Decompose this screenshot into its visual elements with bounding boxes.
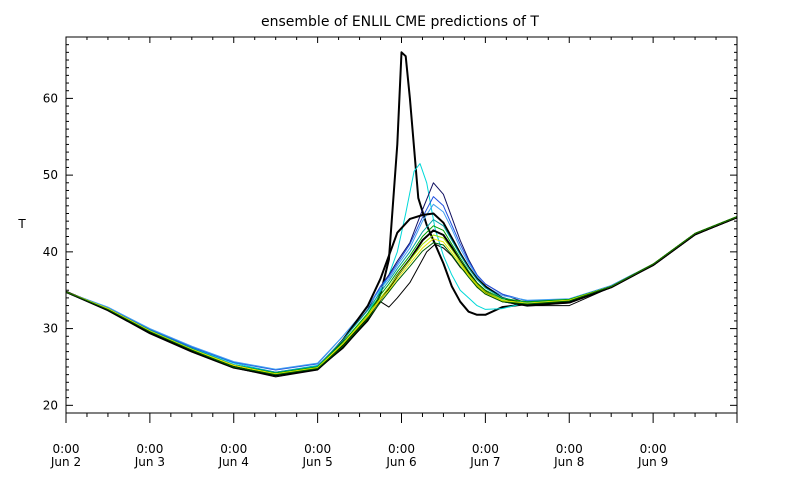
x-tick-date-label: Jun 6: [385, 455, 416, 469]
y-tick-label: 20: [43, 398, 58, 412]
y-tick-label: 50: [43, 168, 58, 182]
y-tick-label: 60: [43, 91, 58, 105]
series-line-member-yellow-41: [65, 216, 738, 375]
y-tick-label: 40: [43, 245, 58, 259]
x-tick-date-label: Jun 9: [637, 455, 668, 469]
x-tick-time-label: 0:00: [136, 442, 163, 456]
series-line-member-lightblue-46: [65, 203, 738, 370]
series-line-member-dip: [65, 216, 738, 378]
x-tick-time-label: 0:00: [472, 442, 499, 456]
x-tick-time-label: 0:00: [556, 442, 583, 456]
y-axis-label: T: [17, 217, 26, 231]
series-line-member-peak-66: [65, 51, 738, 376]
series-line-member-teal-44: [65, 216, 738, 373]
x-tick-time-label: 0:00: [53, 442, 80, 456]
series-layer: [65, 51, 738, 378]
series-line-member-lime-42: [65, 216, 738, 375]
series-line-member-navy-49: [65, 182, 738, 373]
series-line-member-black-45: [65, 212, 738, 376]
x-tick-date-label: Jun 3: [134, 455, 165, 469]
series-line-member-blue-47: [65, 196, 738, 371]
x-tick-time-label: 0:00: [640, 442, 667, 456]
x-tick-date-label: Jun 7: [469, 455, 500, 469]
series-line-member-darkgreen-41: [65, 216, 738, 376]
series-line-member-green-43: [65, 216, 738, 374]
x-tick-time-label: 0:00: [304, 442, 331, 456]
x-tick-time-label: 0:00: [388, 442, 415, 456]
x-tick-date-label: Jun 4: [218, 455, 249, 469]
chart-title: ensemble of ENLIL CME predictions of T: [261, 14, 539, 30]
x-tick-time-label: 0:00: [220, 442, 247, 456]
plot-frame: [65, 36, 738, 414]
x-tick-date-label: Jun 5: [302, 455, 333, 469]
x-tick-date-label: Jun 8: [553, 455, 584, 469]
y-tick-label: 30: [43, 322, 58, 336]
x-tick-date-label: Jun 2: [50, 455, 81, 469]
series-line-member-thick-43: [65, 216, 738, 377]
